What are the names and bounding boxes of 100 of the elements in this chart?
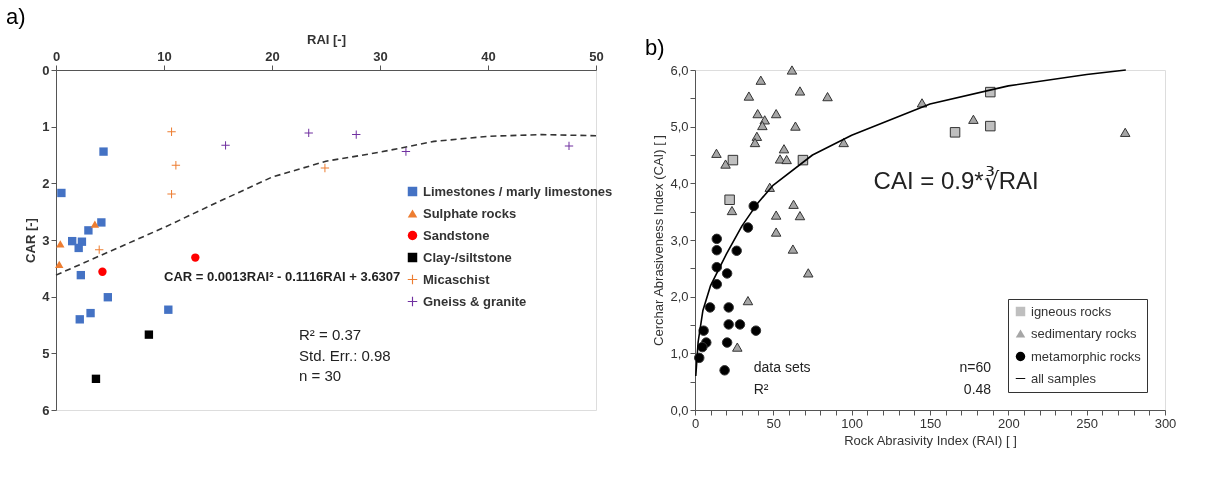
point: [56, 240, 65, 248]
legend-label: Gneiss & granite: [423, 293, 527, 309]
chart-title: b): [645, 34, 665, 60]
x-tick-label: 200: [997, 415, 1020, 431]
point: [724, 194, 735, 206]
legend-label: igneous rocks: [1031, 303, 1112, 319]
point: [781, 154, 792, 165]
y-tick-label: 1: [42, 119, 50, 135]
y-tick-label: 0,0: [670, 402, 689, 418]
annotation: data sets: [753, 358, 811, 375]
y-tick-label: 2,0: [670, 289, 689, 305]
y-tick-label: 5: [42, 345, 50, 361]
point: [86, 308, 95, 318]
point: [731, 245, 742, 256]
annotation: CAR = 0.0013RAI² - 0.1116RAI + 3.6307: [164, 269, 401, 285]
x-axis-title: RAI [-]: [307, 31, 346, 47]
point: [770, 210, 782, 220]
point: [304, 128, 313, 138]
annotation: n=60: [959, 358, 992, 375]
x-tick-label: 50: [766, 415, 782, 431]
point: [723, 302, 734, 313]
annotation: R² = 0.37: [299, 326, 362, 344]
x-tick-label: 300: [1154, 415, 1177, 431]
point: [719, 365, 730, 376]
y-tick-label: 5,0: [670, 119, 689, 135]
point: [99, 147, 108, 156]
point: [743, 91, 755, 101]
y-tick-label: 3: [42, 232, 50, 248]
y-axis-title: CAR [-]: [23, 218, 39, 263]
point: [985, 120, 996, 132]
point: [726, 205, 738, 216]
point: [697, 341, 708, 353]
x-tick-label: 10: [157, 48, 172, 64]
point: [788, 199, 799, 209]
legend-label: all samples: [1031, 370, 1097, 386]
point: [57, 188, 66, 198]
x-tick-label: 100: [841, 415, 864, 431]
point: [84, 226, 93, 235]
annotation: CAI = 0.9*∛RAI: [873, 166, 1039, 195]
legend-label: Clay-/siltstone: [423, 249, 512, 265]
y-tick-label: 6,0: [670, 62, 689, 78]
point: [750, 325, 762, 336]
point: [838, 137, 849, 148]
point: [352, 130, 361, 139]
point: [1119, 127, 1131, 137]
point: [704, 302, 716, 313]
point: [711, 233, 723, 245]
point: [752, 109, 763, 119]
point: [711, 244, 723, 256]
y-tick-label: 3,0: [670, 232, 689, 248]
legend-label: metamorphic rocks: [1031, 348, 1142, 364]
point: [790, 121, 801, 131]
y-tick-label: 1,0: [670, 345, 689, 361]
point: [770, 109, 782, 119]
point: [742, 222, 754, 233]
x-tick-label: 250: [1076, 415, 1099, 431]
point: [794, 86, 806, 96]
point: [98, 267, 107, 276]
point: [221, 141, 230, 150]
point: [778, 144, 790, 154]
y-tick-label: 4,0: [670, 175, 689, 191]
point: [723, 319, 734, 330]
point: [76, 270, 86, 280]
point: [167, 189, 176, 199]
point: [727, 154, 739, 166]
annotation: Std. Err.: 0.98: [299, 346, 391, 364]
y-tick-label: 4: [42, 289, 51, 305]
point: [786, 65, 798, 75]
x-tick-label: 30: [373, 48, 388, 64]
point: [770, 227, 782, 237]
point: [167, 127, 176, 136]
x-tick-label: 40: [481, 48, 496, 64]
y-tick-label: 6: [42, 402, 50, 418]
point: [742, 296, 754, 306]
point: [171, 161, 181, 170]
x-tick-label: 150: [919, 415, 942, 431]
chart-title: a): [6, 4, 26, 29]
x-tick-label: 0: [52, 48, 61, 64]
annotation: R²: [753, 380, 769, 397]
point: [721, 268, 733, 279]
legend-label: Sandstone: [423, 227, 490, 243]
point: [968, 114, 979, 124]
point: [75, 315, 84, 324]
point: [732, 342, 743, 352]
annotation: n = 30: [299, 367, 342, 384]
point: [191, 253, 200, 262]
point: [90, 220, 100, 228]
legend-label: sedimentary rocks: [1031, 325, 1137, 341]
point: [144, 330, 154, 339]
point: [164, 305, 173, 314]
point: [794, 211, 806, 221]
point: [95, 245, 104, 254]
point: [711, 148, 722, 158]
point: [564, 141, 574, 151]
legend-label: Micaschist: [423, 271, 491, 287]
point: [755, 75, 767, 85]
point: [757, 120, 768, 131]
point: [320, 163, 330, 173]
point: [74, 243, 83, 253]
point: [734, 319, 746, 330]
